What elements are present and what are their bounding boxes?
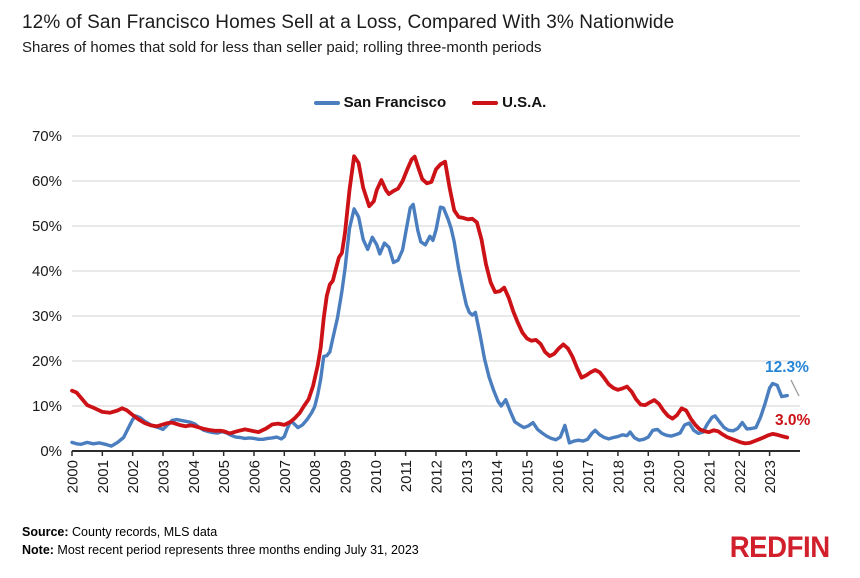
x-tick-label: 2004 [186, 460, 203, 493]
legend-label-san-francisco: San Francisco [343, 94, 447, 111]
note-label: Note: [22, 543, 54, 557]
x-tick-label: 2017 [580, 460, 597, 493]
x-tick-label: 2021 [701, 460, 718, 493]
x-tick-label: 2011 [398, 460, 415, 492]
y-tick-label: 50% [32, 218, 62, 235]
chart-legend: San Francisco U.S.A. [0, 94, 860, 111]
x-tick-label: 2019 [641, 460, 658, 493]
source-line: Source: County records, MLS data [22, 523, 419, 541]
source-text: County records, MLS data [68, 525, 218, 539]
page-subtitle: Shares of homes that sold for less than … [22, 39, 542, 56]
x-tick-label: 2010 [368, 460, 385, 493]
y-tick-label: 40% [32, 263, 62, 280]
x-tick-label: 2020 [671, 460, 688, 493]
sf-end-value-label: 12.3% [765, 359, 809, 376]
x-tick-label: 2012 [428, 460, 445, 493]
x-tick-label: 2014 [489, 460, 506, 493]
usa-line-swatch [472, 100, 499, 105]
x-tick-label: 2018 [610, 460, 627, 493]
sf-line [70, 202, 789, 448]
x-tick-label: 2013 [459, 460, 476, 493]
y-tick-label: 10% [32, 398, 62, 415]
x-tick-label: 2003 [155, 460, 172, 493]
x-tick-label: 2023 [762, 460, 779, 493]
x-tick-label: 2015 [519, 460, 536, 493]
legend-item-san-francisco: San Francisco [313, 94, 447, 111]
page-title: 12% of San Francisco Homes Sell at a Los… [22, 12, 675, 33]
x-tick-label: 2007 [277, 460, 294, 493]
x-tick-label: 2016 [550, 460, 567, 493]
legend-label-usa: U.S.A. [502, 94, 547, 111]
san-francisco-line-swatch [313, 100, 340, 105]
y-tick-label: 0% [40, 443, 62, 460]
y-tick-label: 20% [32, 353, 62, 370]
note-line: Note: Most recent period represents thre… [22, 541, 419, 559]
usa-end-value-label: 3.0% [775, 412, 811, 429]
redfin-logo: REDFIN [730, 531, 830, 564]
x-tick-label: 2002 [125, 460, 142, 493]
note-text: Most recent period represents three mont… [53, 543, 419, 557]
x-tick-label: 2005 [216, 460, 233, 493]
x-tick-label: 2022 [732, 460, 749, 493]
x-tick-label: 2001 [95, 460, 112, 493]
legend-item-usa: U.S.A. [472, 94, 546, 111]
x-tick-label: 2000 [65, 460, 82, 493]
x-tick-label: 2006 [246, 460, 263, 493]
y-tick-label: 60% [32, 173, 62, 190]
chart-footnotes: Source: County records, MLS data Note: M… [22, 523, 419, 559]
sf-label-leader-line [790, 379, 800, 397]
y-tick-label: 30% [32, 308, 62, 325]
source-label: Source: [22, 525, 69, 539]
y-tick-label: 70% [32, 128, 62, 145]
usa-line [70, 154, 790, 446]
x-tick-label: 2009 [337, 460, 354, 493]
x-tick-label: 2008 [307, 460, 324, 493]
